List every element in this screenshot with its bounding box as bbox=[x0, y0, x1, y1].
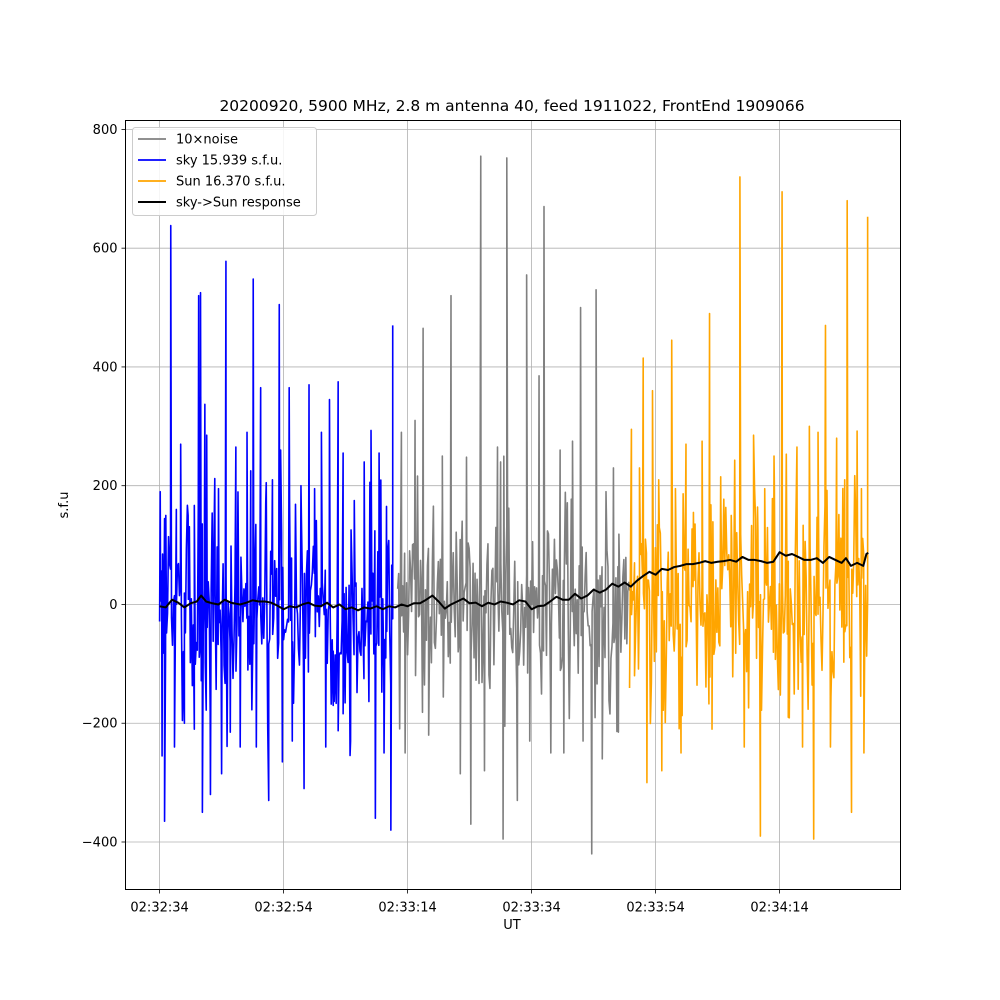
x-axis: 02:32:34 02:32:54 02:33:14 02:33:34 02:33:54… bbox=[130, 889, 809, 916]
chart-title: 20200920, 5900 MHz, 2.8 m antenna 40, fe… bbox=[219, 97, 804, 115]
x-tick-label: 02:33:34 bbox=[502, 901, 560, 916]
legend-label: sky->Sun response bbox=[176, 196, 301, 211]
y-tick-label: 0 bbox=[109, 598, 117, 613]
y-axis: −400 −200 0 200 400 600 800 bbox=[82, 123, 126, 850]
y-tick-label: 200 bbox=[93, 479, 118, 494]
series-layer bbox=[158, 155, 869, 855]
legend: 10×noise sky 15.939 s.f.u. Sun 16.370 s.f.… bbox=[132, 127, 317, 216]
x-axis-label: UT bbox=[503, 918, 521, 933]
x-tick-label: 02:33:14 bbox=[378, 901, 436, 916]
y-tick-label: −400 bbox=[82, 835, 118, 850]
x-tick-label: 02:32:54 bbox=[254, 901, 312, 916]
legend-label: 10×noise bbox=[176, 133, 238, 148]
y-tick-label: 600 bbox=[93, 242, 118, 257]
y-tick-label: −200 bbox=[82, 717, 118, 732]
x-tick-label: 02:34:14 bbox=[750, 901, 808, 916]
x-tick-label: 02:32:34 bbox=[130, 901, 188, 916]
plot-frame bbox=[125, 120, 901, 890]
legend-label: sky 15.939 s.f.u. bbox=[176, 154, 282, 169]
series-line-0 bbox=[396, 155, 631, 855]
series-line-3 bbox=[159, 551, 869, 612]
y-tick-label: 800 bbox=[93, 123, 118, 138]
legend-label: Sun 16.370 s.f.u. bbox=[176, 175, 286, 190]
y-tick-label: 400 bbox=[93, 360, 118, 375]
series-line-2 bbox=[628, 176, 869, 840]
y-axis-label: s.f.u bbox=[57, 492, 72, 519]
x-tick-label: 02:33:54 bbox=[626, 901, 684, 916]
legend-box bbox=[132, 127, 317, 216]
series-line-1 bbox=[158, 224, 394, 831]
